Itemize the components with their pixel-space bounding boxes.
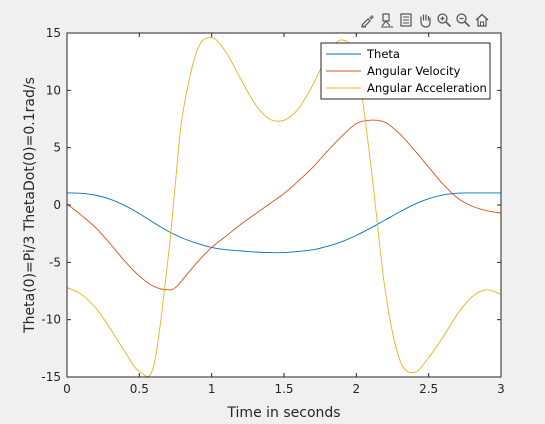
zoom-in-icon[interactable]	[436, 12, 452, 28]
series-line-angular-acceleration	[66, 37, 502, 377]
x-axis-label: Time in seconds	[226, 405, 340, 421]
series-line-angular-velocity	[66, 119, 502, 291]
data-tips-icon[interactable]	[379, 12, 395, 28]
y-tick-label: 15	[46, 26, 61, 40]
y-tick-label: 5	[53, 141, 61, 155]
y-tick-label: -10	[41, 313, 61, 327]
series-layer	[66, 37, 502, 377]
legend-entry-angular-velocity: Angular Velocity	[367, 64, 461, 78]
legend[interactable]: Theta Angular Velocity Angular Accelerat…	[320, 42, 491, 100]
legend-entry-theta: Theta	[366, 47, 400, 61]
x-tick-label: 1	[208, 382, 216, 396]
y-tick-label: 10	[46, 83, 61, 97]
axes-toolbar	[360, 12, 490, 28]
y-tick-label: -15	[41, 370, 61, 384]
x-tick-label: 1.5	[274, 382, 293, 396]
y-axis-label: Theta(0)=Pi/3 ThetaDot(0)=0.1rad/s	[22, 77, 38, 334]
x-tick-label: 2	[353, 382, 361, 396]
brush-icon[interactable]	[360, 12, 376, 28]
x-tick-label: 0.5	[130, 382, 149, 396]
zoom-out-icon[interactable]	[455, 12, 471, 28]
x-tick-label: 0	[63, 382, 71, 396]
x-tick-label: 2.5	[419, 382, 438, 396]
y-tick-label: 0	[53, 198, 61, 212]
series-line-theta	[66, 192, 501, 254]
pan-hand-icon[interactable]	[417, 12, 433, 28]
x-tick-label: 3	[497, 382, 505, 396]
home-icon[interactable]	[474, 12, 490, 28]
legend-entry-angular-acceleration: Angular Acceleration	[367, 81, 487, 95]
y-tick-label: -5	[49, 255, 61, 269]
legend-toggle-icon[interactable]	[398, 12, 414, 28]
tick-layer: 0 0.5 1 1.5 2 2.5 3 15 10 5 0 -5 -10 -15	[41, 26, 504, 396]
